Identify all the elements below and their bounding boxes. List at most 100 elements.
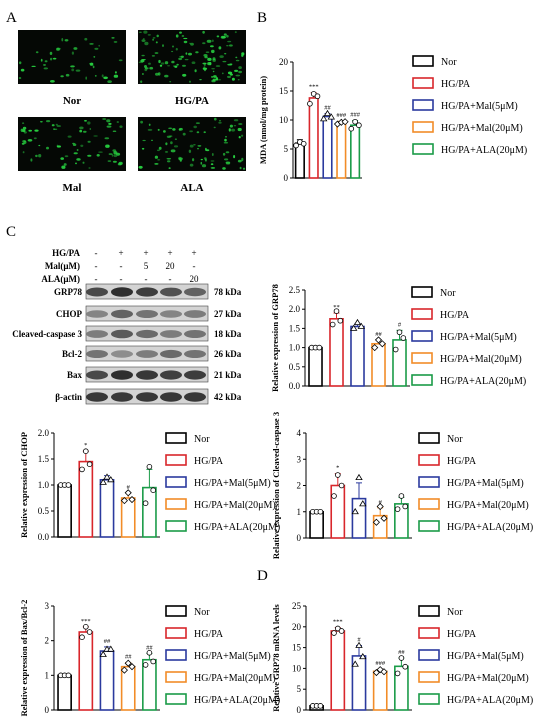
- cell-spot: [185, 52, 188, 55]
- cell-spot: [201, 164, 207, 168]
- cell-spot: [141, 39, 146, 42]
- cell-spot: [35, 51, 39, 54]
- blot-band: [184, 287, 206, 297]
- cell-spot: [171, 60, 175, 64]
- cell-spot: [162, 44, 164, 47]
- cell-spot: [235, 74, 241, 77]
- cell-spot: [111, 37, 115, 39]
- cell-spot: [174, 65, 178, 68]
- blot-band: [184, 350, 206, 358]
- data-point: [398, 493, 405, 499]
- y-tick-label: 0: [45, 705, 50, 715]
- cell-spot: [222, 167, 226, 170]
- data-point: [107, 645, 115, 652]
- data-point: [120, 497, 128, 505]
- y-axis-label: Relative expression of GRP78: [270, 284, 280, 392]
- cell-spot: [108, 153, 113, 155]
- cell-spot: [35, 154, 38, 158]
- cell-spot: [31, 65, 36, 67]
- cell-spot: [193, 144, 196, 146]
- cell-spot: [147, 128, 153, 131]
- cell-spot: [71, 68, 75, 72]
- legend-label: HG/PA+ALA(20μM): [194, 522, 280, 533]
- cell-spot: [224, 138, 227, 142]
- blot-band: [111, 392, 133, 402]
- significance-label: ***: [309, 84, 319, 91]
- blot-band: [184, 330, 206, 338]
- data-point: [372, 668, 380, 677]
- legend-label: Nor: [194, 434, 210, 445]
- blot-band: [86, 287, 108, 297]
- legend-swatch: [165, 649, 187, 661]
- blot-band: [136, 329, 158, 339]
- blot-band: [86, 310, 108, 318]
- data-point: [142, 662, 149, 668]
- cell-spot: [23, 140, 27, 144]
- cell-spot: [199, 79, 202, 81]
- legend-swatch: [411, 308, 433, 320]
- y-tick-label: 1: [45, 670, 50, 680]
- cell-spot: [203, 157, 207, 160]
- cell-spot: [219, 55, 224, 58]
- cell-spot: [227, 40, 232, 43]
- cell-spot: [49, 51, 53, 56]
- cell-spot: [152, 38, 155, 41]
- cell-spot: [211, 68, 215, 70]
- band-size-label: 27 kDa: [214, 309, 242, 319]
- data-point: [317, 508, 324, 515]
- data-point: [327, 113, 336, 120]
- blot-band: [136, 310, 158, 318]
- cell-spot: [202, 42, 206, 45]
- bar: [330, 630, 346, 711]
- legend-label: HG/PA+Mal(20μM): [194, 500, 276, 511]
- legend-swatch: [165, 627, 187, 639]
- protein-label: Bax: [67, 370, 83, 380]
- data-point: [371, 344, 379, 352]
- blot-band: [160, 392, 182, 402]
- band-size-label: 26 kDa: [214, 349, 242, 359]
- cell-spot: [180, 55, 184, 58]
- cell-spot: [98, 44, 100, 47]
- cell-spot: [200, 158, 203, 161]
- data-point: [79, 634, 85, 640]
- cell-spot: [116, 152, 121, 156]
- cell-spot: [213, 75, 217, 78]
- cell-spot: [151, 55, 155, 57]
- cell-spot: [92, 65, 95, 69]
- blot-strip: Bcl-2 26 kDa: [62, 345, 242, 362]
- data-point: [99, 650, 107, 657]
- cell-spot: [87, 154, 92, 157]
- treatment-row-label: Mal(μM): [45, 261, 80, 271]
- cell-spot: [117, 163, 122, 166]
- data-point: [355, 641, 363, 648]
- blot-band: [86, 330, 108, 338]
- cell-spot: [149, 66, 154, 70]
- cell-spot: [238, 123, 243, 125]
- cell-spot: [205, 147, 207, 151]
- cell-spot: [210, 167, 216, 169]
- cell-spot: [152, 37, 156, 39]
- cell-spot: [184, 58, 189, 61]
- legend-label: HG/PA+Mal(5μM): [194, 651, 271, 662]
- cell-spot: [89, 62, 94, 66]
- data-point: [394, 670, 401, 677]
- significance-label: *: [84, 442, 87, 449]
- bar: [309, 510, 324, 539]
- legend-swatch: [411, 374, 433, 386]
- cell-spot: [212, 58, 216, 63]
- data-point: [392, 346, 399, 353]
- significance-label: ##: [125, 654, 132, 661]
- band-size-label: 78 kDa: [214, 287, 242, 297]
- cell-spot: [116, 121, 120, 123]
- bar: [78, 460, 94, 538]
- cell-spot: [170, 149, 176, 153]
- data-point: [398, 655, 405, 661]
- chart-2: 0.0 0.5 1.0 1.5 2.0 2.5 Relative expression of…: [270, 284, 526, 392]
- cell-spot: [164, 74, 169, 78]
- cell-spot: [225, 136, 227, 138]
- cell-spot: [28, 129, 32, 132]
- legend-label: HG/PA+Mal(5μM): [441, 101, 518, 112]
- y-tick-label: 2.0: [38, 428, 50, 438]
- treatment-value: +: [143, 248, 148, 258]
